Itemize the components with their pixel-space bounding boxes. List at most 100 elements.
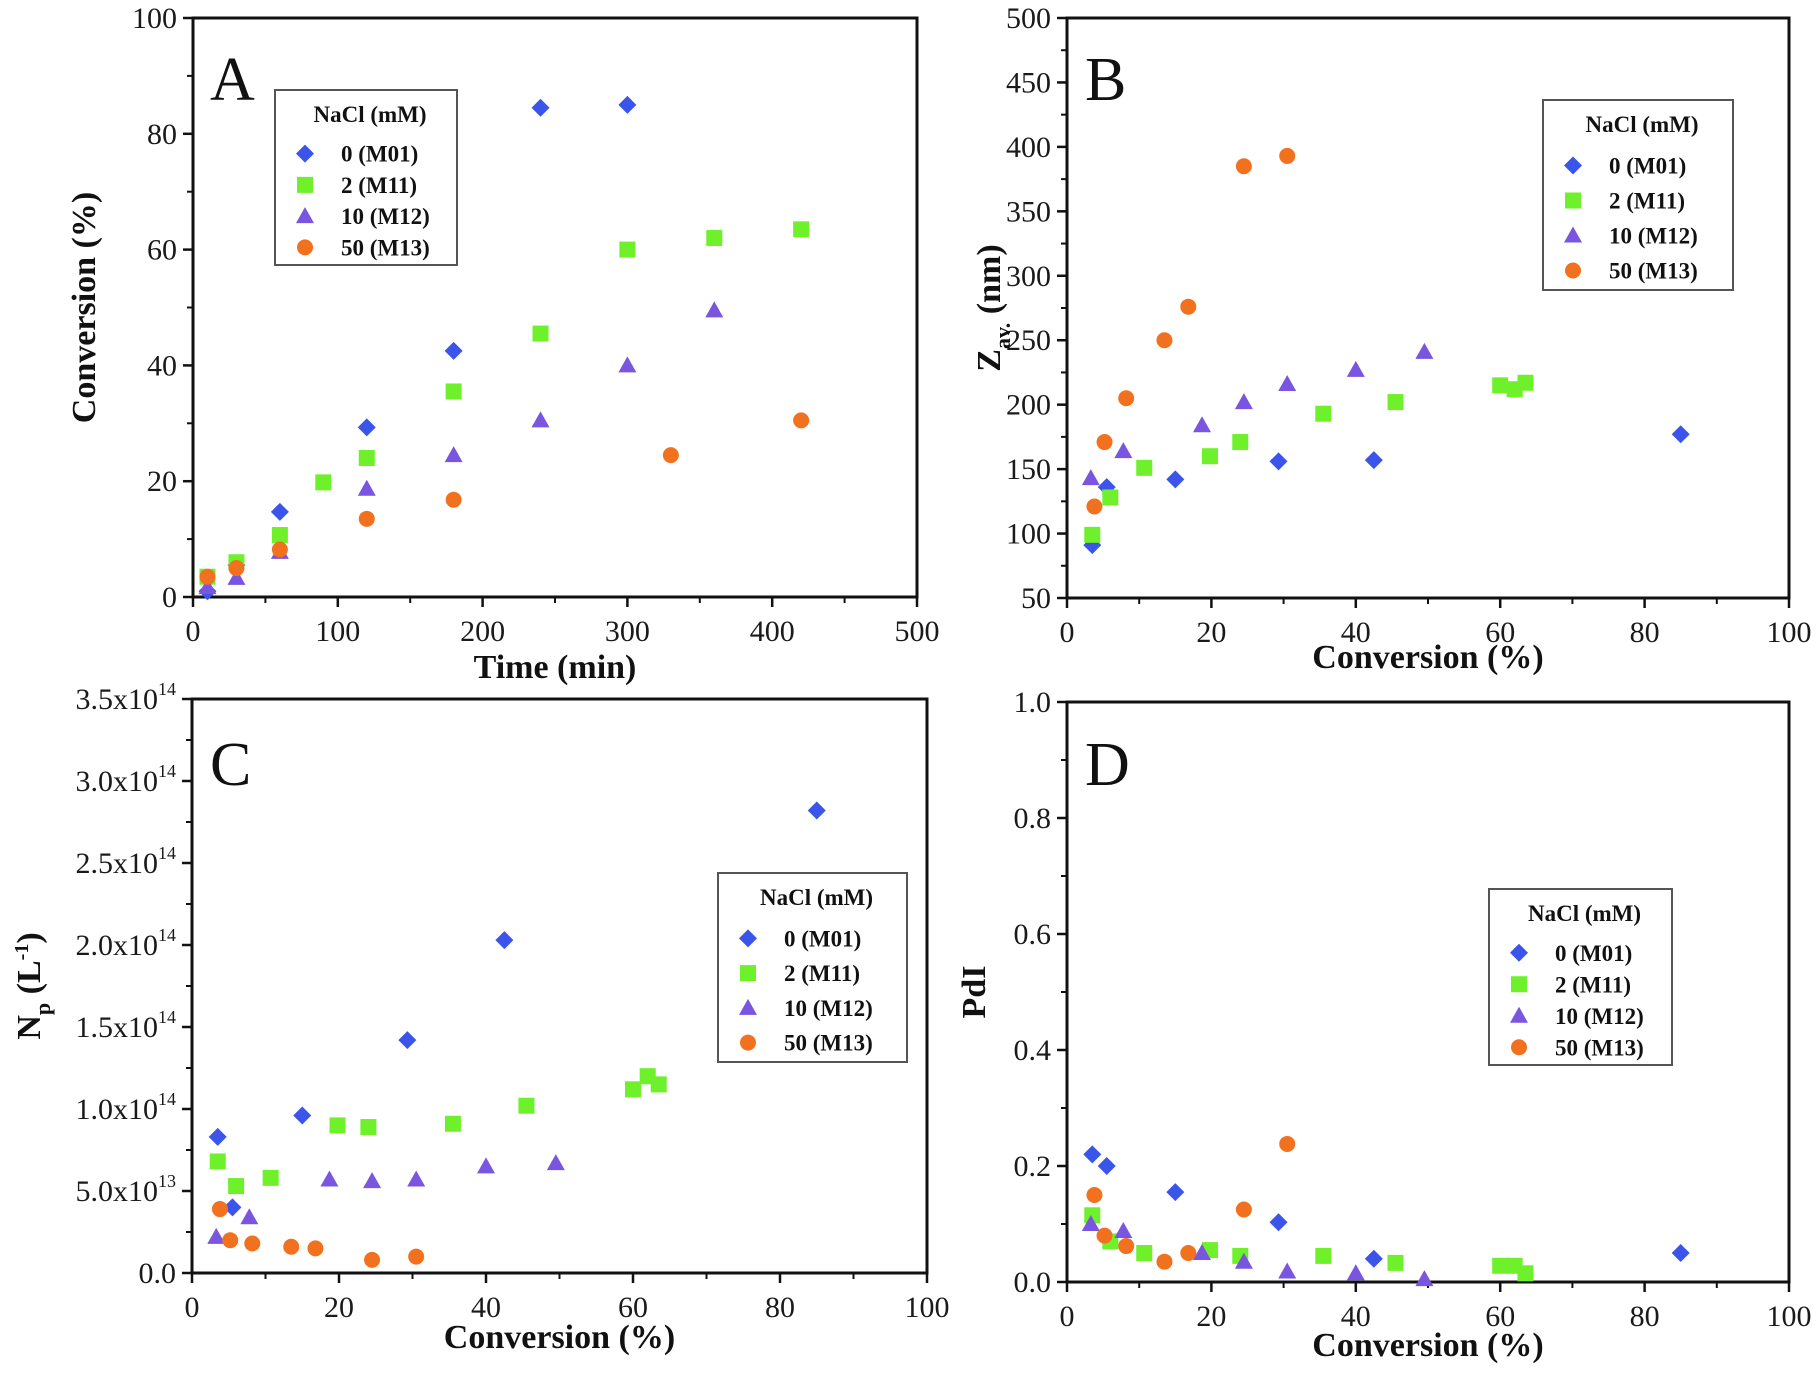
legend-label: 50 (M13) <box>784 1031 873 1056</box>
x-tick-label: 20 <box>1196 1300 1226 1333</box>
legend-label: 10 (M12) <box>1609 224 1698 249</box>
data-point <box>1081 469 1100 486</box>
y-tick-label: 60 <box>147 234 177 267</box>
data-point <box>1136 1245 1153 1261</box>
data-point <box>222 1232 239 1249</box>
x-tick-label: 0 <box>185 1291 200 1324</box>
data-point <box>495 931 514 950</box>
data-point <box>398 1031 417 1050</box>
series-triangle-2 <box>207 1154 565 1244</box>
y-axis-title: Zav. (nm) <box>971 244 1015 371</box>
series-triangle-2 <box>198 301 724 595</box>
data-point <box>1180 1245 1197 1261</box>
legend-marker-circle-icon <box>1565 262 1581 279</box>
data-point <box>364 1251 381 1268</box>
legend: NaCl (mM) 0 (M01) 2 (M11) 10 (M12) 50 (M13) <box>1542 99 1734 291</box>
legend-label: 10 (M12) <box>784 996 873 1021</box>
data-point <box>1084 526 1101 543</box>
legend-item: 0 (M01) <box>739 926 861 951</box>
x-tick-label: 100 <box>315 615 360 648</box>
y-axis-title-main: Z <box>971 349 1008 372</box>
y-tick-exponent: 14 <box>158 1089 176 1109</box>
y-tick-exponent: 14 <box>158 843 176 863</box>
data-point <box>1180 298 1197 315</box>
legend: NaCl (mM) 0 (M01) 2 (M11) 10 (M12) 50 (M13) <box>717 872 908 1063</box>
data-point <box>262 1169 279 1186</box>
data-point <box>1278 375 1297 392</box>
data-point <box>223 1198 242 1217</box>
data-point <box>1156 1253 1173 1270</box>
data-point <box>211 1201 228 1218</box>
legend-marker-circle-icon <box>740 1034 756 1051</box>
legend-marker-square-icon <box>1511 976 1527 993</box>
y-tick-label: 3.5x1014 <box>76 679 177 716</box>
data-point <box>706 230 723 247</box>
x-tick-label: 60 <box>618 1291 648 1324</box>
data-point <box>1086 498 1103 515</box>
data-point <box>1201 448 1218 465</box>
y-axis-title: Conversion (%) <box>66 192 103 423</box>
x-tick-label: 100 <box>1767 1300 1812 1333</box>
legend-label: 2 (M11) <box>1609 189 1685 214</box>
panel-letter: B <box>1085 46 1126 114</box>
legend-marker-diamond-icon <box>1564 156 1582 175</box>
data-point <box>444 1115 461 1132</box>
legend-item: 50 (M13) <box>740 1031 873 1056</box>
y-tick-label: 100 <box>1006 518 1051 551</box>
y-tick-label: 2.5x1014 <box>76 843 177 880</box>
data-point <box>293 1106 312 1125</box>
legend-item: 0 (M01) <box>296 142 418 167</box>
legend: NaCl (mM) 0 (M01) 2 (M11) 10 (M12) 50 (M13) <box>274 89 458 266</box>
legend-label: 2 (M11) <box>341 173 417 198</box>
y-tick-exponent: 14 <box>158 1007 176 1027</box>
legend-item: 0 (M01) <box>1564 154 1686 179</box>
y-tick-label: 300 <box>1006 260 1051 293</box>
y-axis-title-subscript: av. <box>990 323 1015 349</box>
data-point <box>1114 1221 1133 1238</box>
y-tick-label: 350 <box>1006 195 1051 228</box>
data-point <box>662 447 679 464</box>
legend-item: 50 (M13) <box>1511 1035 1644 1060</box>
x-axis-title: Conversion (%) <box>444 1319 675 1356</box>
data-point <box>408 1248 425 1265</box>
legend-marker-square-icon <box>1565 192 1581 209</box>
y-tick-exponent: 14 <box>158 679 176 699</box>
data-point <box>1671 425 1690 444</box>
panel-d-pdi-vs-conversion: 0 20 40 60 80 100 0.0 0.2 0.4 0.6 0.8 1.0 Conversion… <box>956 686 1812 1364</box>
data-point <box>1517 1265 1534 1282</box>
data-point <box>1517 374 1534 391</box>
panel-letter: C <box>210 731 251 799</box>
y-tick-label: 80 <box>147 118 177 151</box>
legend-item: 10 (M12) <box>296 204 430 229</box>
data-point <box>1166 470 1185 489</box>
data-point <box>793 412 810 429</box>
data-point <box>271 541 288 558</box>
panel-c-particle-number-vs-conversion: 0 20 40 60 80 1000.05.0x10131.0x10141.5x10142… <box>11 679 950 1356</box>
x-tick-label: 20 <box>324 1291 354 1324</box>
legend-item: 2 (M11) <box>740 961 860 986</box>
data-point <box>363 1172 382 1189</box>
data-point <box>320 1170 339 1187</box>
data-point <box>1364 451 1383 470</box>
y-tick-label: 400 <box>1006 131 1051 164</box>
legend-item: 2 (M11) <box>1565 189 1685 214</box>
data-point <box>807 801 826 820</box>
series-square-1 <box>1084 374 1534 543</box>
y-tick-label: 1.0 <box>1014 686 1052 719</box>
legend-title: NaCl (mM) <box>1585 112 1698 137</box>
series-circle-3 <box>1086 147 1296 515</box>
legend-item: 10 (M12) <box>739 996 873 1021</box>
data-point <box>793 221 810 238</box>
data-point <box>1234 1252 1253 1269</box>
data-point <box>358 510 375 527</box>
data-point <box>283 1238 300 1255</box>
x-tick-label: 80 <box>1630 616 1660 649</box>
legend-label: 0 (M01) <box>784 926 861 951</box>
legend-marker-square-icon <box>740 965 756 982</box>
data-point <box>625 1081 641 1098</box>
data-point <box>1279 1135 1296 1152</box>
legend-label: 0 (M01) <box>1609 154 1686 179</box>
data-point <box>1269 1213 1288 1232</box>
x-axis-title: Conversion (%) <box>1312 1327 1543 1364</box>
y-tick-label: 250 <box>1006 324 1051 357</box>
